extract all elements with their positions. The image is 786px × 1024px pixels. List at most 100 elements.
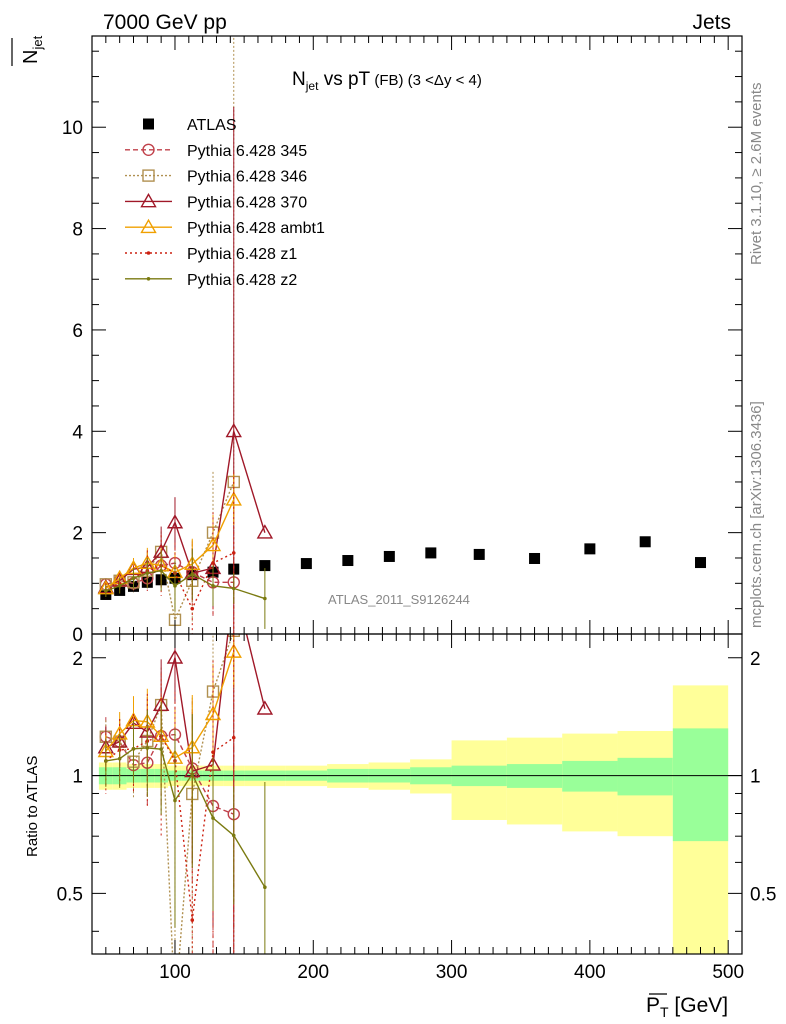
y-tick-label: 8 xyxy=(72,220,83,241)
y-tick-label: 6 xyxy=(72,321,83,342)
header-right: Jets xyxy=(692,11,731,34)
marker-dot xyxy=(159,568,163,573)
main-plot-layer xyxy=(97,36,707,634)
marker-triangle xyxy=(256,700,274,715)
atlas-data-point xyxy=(529,552,541,564)
ratio-tick-label-right: 2 xyxy=(750,649,761,670)
marker-dot xyxy=(146,277,151,281)
legend-marker-atlas xyxy=(143,118,154,130)
x-tick-label: 300 xyxy=(436,962,468,983)
marker-dot xyxy=(211,584,215,588)
ratio-stat-band xyxy=(562,760,618,792)
marker-dot xyxy=(104,589,108,593)
ratio-bands xyxy=(98,685,729,954)
marker-triangle xyxy=(166,514,184,529)
marker-dot xyxy=(190,918,195,922)
atlas-data-point xyxy=(300,558,312,570)
marker-dot xyxy=(231,735,236,740)
marker-dot xyxy=(145,571,150,575)
legend: ATLAS Pythia 6.428 345 Pythia 6.428 346 Pyt… xyxy=(125,117,325,289)
marker-dot xyxy=(117,584,122,588)
ratio-tick-label-left: 2 xyxy=(72,649,83,670)
ratio-tick-label-right: 0.5 xyxy=(750,884,776,905)
analysis-label: ATLAS_2011_S9126244 xyxy=(328,592,470,607)
marker-dot xyxy=(190,772,195,776)
legend-label: Pythia 6.428 z1 xyxy=(187,246,297,263)
rivet-version-label: Rivet 3.1.10, ≥ 2.6M events xyxy=(748,83,765,266)
marker-triangle xyxy=(204,536,222,552)
series-ratio-line xyxy=(105,634,266,773)
legend-label: Pythia 6.428 ambt1 xyxy=(187,220,325,237)
atlas-data-point xyxy=(639,536,651,548)
legend-label: Pythia 6.428 346 xyxy=(187,169,307,186)
ratio-tick-label-left: 0.5 xyxy=(57,884,83,905)
marker-dot xyxy=(231,833,236,838)
marker-dot xyxy=(211,750,215,754)
atlas-data-point xyxy=(473,548,485,560)
marker-dot xyxy=(231,586,236,591)
chart-title: Njet vs pT (FB) (3 <Δy < 4) xyxy=(292,69,482,93)
marker-dot xyxy=(173,584,177,588)
x-tick-label: 400 xyxy=(574,962,606,983)
marker-triangle xyxy=(140,192,157,208)
svg-text:Njet: Njet xyxy=(20,35,45,64)
mcplots-label: mcplots.cern.ch [arXiv:1306.3436] xyxy=(748,401,765,628)
marker-square-open xyxy=(142,169,155,182)
marker-dot xyxy=(159,747,163,751)
marker-triangle xyxy=(225,491,242,506)
legend-label: Pythia 6.428 370 xyxy=(187,194,307,211)
ratio-frame xyxy=(91,633,743,955)
marker-dot xyxy=(131,747,136,751)
marker-dot xyxy=(263,885,267,889)
marker-dot xyxy=(173,798,177,803)
marker-circle xyxy=(142,143,155,157)
marker-dot xyxy=(231,551,236,555)
marker-dot xyxy=(131,576,136,581)
marker-square-open xyxy=(169,1003,180,1014)
atlas-data-point xyxy=(259,560,271,572)
svg-text:PT [GeV]: PT [GeV] xyxy=(646,994,728,1020)
marker-dot xyxy=(263,596,267,601)
atlas-data-point xyxy=(342,555,354,567)
xlabel: PT [GeV] xyxy=(646,993,728,1020)
marker-triangle xyxy=(225,643,242,658)
series-line xyxy=(105,569,266,600)
marker-dot xyxy=(104,759,108,763)
legend-label-atlas: ATLAS xyxy=(187,117,237,134)
marker-dot xyxy=(145,746,150,750)
ratio-stat-band xyxy=(617,757,673,796)
atlas-data-point xyxy=(383,550,395,562)
ratio-tick-label-right: 1 xyxy=(750,767,761,788)
marker-dot xyxy=(146,251,151,255)
legend-label: Pythia 6.428 z2 xyxy=(187,272,297,289)
header-left: 7000 GeV pp xyxy=(103,11,227,34)
series-line xyxy=(105,431,266,589)
y-tick-label: 0 xyxy=(72,625,83,646)
ratio-ylabel: Ratio to ATLAS xyxy=(24,756,41,857)
atlas-data-point xyxy=(584,543,596,555)
marker-triangle xyxy=(225,422,242,438)
marker-dot xyxy=(117,756,122,761)
y-tick-label: 4 xyxy=(72,422,83,443)
ratio-plot-layer xyxy=(92,634,742,1014)
marker-triangle xyxy=(166,649,184,664)
marker-triangle xyxy=(140,218,157,234)
axes-layer: 100 200 300 400 500 0 2 4 6 8 10 0.5 0.5 1 1 2 2 xyxy=(57,35,776,983)
series-ratio-line xyxy=(105,747,266,888)
marker-dot xyxy=(190,572,195,576)
marker-triangle xyxy=(204,705,222,721)
atlas-data-point xyxy=(425,547,437,559)
y-tick-label: 10 xyxy=(62,118,83,139)
marker-dot xyxy=(211,816,215,820)
x-tick-label: 100 xyxy=(159,962,191,983)
x-tick-label: 500 xyxy=(712,962,744,983)
legend-label: Pythia 6.428 345 xyxy=(187,143,307,160)
marker-triangle xyxy=(256,524,274,539)
atlas-data-point xyxy=(695,557,707,569)
y-tick-label: 2 xyxy=(72,524,83,545)
ratio-tick-label-left: 1 xyxy=(72,767,83,788)
marker-dot xyxy=(211,561,215,565)
main-ylabel: Njet xyxy=(11,35,45,66)
ratio-stat-band xyxy=(672,728,729,842)
